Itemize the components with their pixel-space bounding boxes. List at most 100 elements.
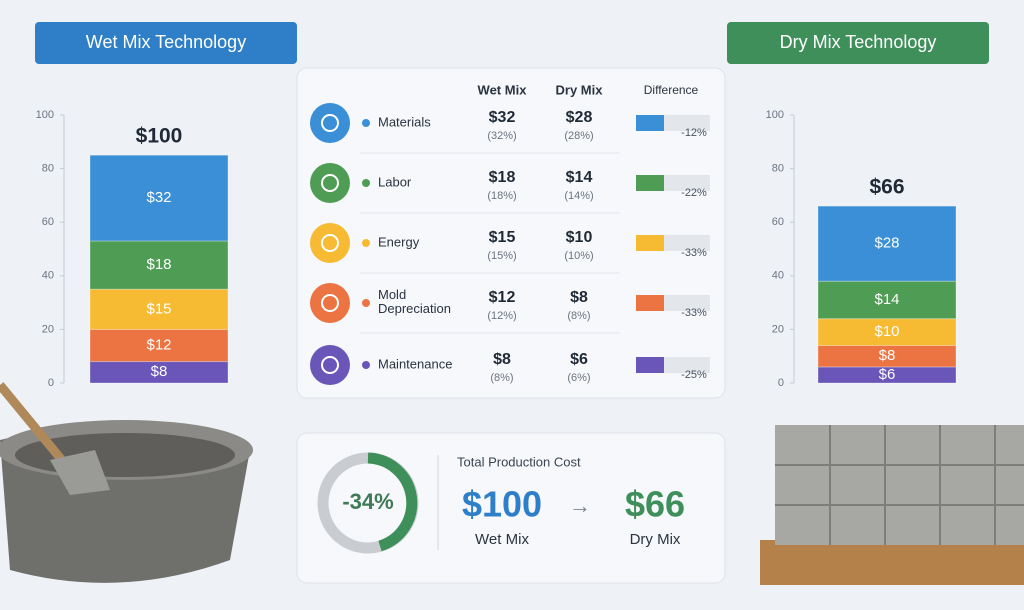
bar-segment xyxy=(817,205,957,282)
y-tick-label: 60 xyxy=(42,216,54,228)
dry-pct: (14%) xyxy=(564,190,593,202)
wet-value: $12 xyxy=(489,289,516,306)
value-label: $28 xyxy=(874,235,899,252)
wet-pct: (8%) xyxy=(490,372,513,384)
value-label: $15 xyxy=(146,300,171,317)
chart-banner xyxy=(727,22,989,64)
bar-segment xyxy=(817,318,957,346)
y-tick-label: 0 xyxy=(778,377,784,389)
wet-value: $18 xyxy=(489,169,516,186)
row-icon xyxy=(310,163,350,203)
wet-value: $32 xyxy=(489,109,516,126)
y-tick-label: 40 xyxy=(42,270,54,282)
difference-label: -33% xyxy=(681,247,707,259)
dry-label: Dry Mix xyxy=(630,531,681,548)
row-label: Maintenance xyxy=(378,356,452,371)
dry-pct: (28%) xyxy=(564,130,593,142)
dry-pct: (6%) xyxy=(567,372,590,384)
value-label: $18 xyxy=(146,256,171,273)
row-dot xyxy=(362,361,370,369)
concrete-blocks xyxy=(760,425,1024,585)
bar-segment xyxy=(89,154,229,242)
y-tick-label: 100 xyxy=(766,109,784,121)
row-label: Energy xyxy=(378,234,420,249)
difference-swatch xyxy=(636,357,664,373)
wet-pct: (18%) xyxy=(487,190,516,202)
row-dot xyxy=(362,239,370,247)
dry-value: $28 xyxy=(566,109,593,126)
dry-value: $14 xyxy=(566,169,593,186)
total-label: $66 xyxy=(869,176,904,199)
value-label: $6 xyxy=(879,366,896,383)
wet-pct: (32%) xyxy=(487,130,516,142)
difference-label: -22% xyxy=(681,187,707,199)
difference-swatch xyxy=(636,115,664,131)
row-dot xyxy=(362,119,370,127)
row-icon xyxy=(310,103,350,143)
row-dot xyxy=(362,179,370,187)
difference-swatch xyxy=(636,175,664,191)
summary-title: Total Production Cost xyxy=(457,454,581,469)
dry-value: $10 xyxy=(566,229,593,246)
bar-segment xyxy=(817,280,957,320)
wet-pct: (12%) xyxy=(487,310,516,322)
reduction-label: -34% xyxy=(342,489,393,514)
row-icon xyxy=(310,223,350,263)
arrow: → xyxy=(569,493,591,518)
dry-pct: (8%) xyxy=(567,310,590,322)
y-tick-label: 20 xyxy=(772,323,784,335)
difference-swatch xyxy=(636,295,664,311)
wet-value: $15 xyxy=(489,229,516,246)
row-label: Mold Depreciation xyxy=(378,287,451,316)
chart-banner xyxy=(35,22,297,64)
chart-title: Dry Mix Technology xyxy=(780,32,937,52)
difference-label: -25% xyxy=(681,369,707,381)
dry-total: $66 xyxy=(625,484,685,525)
table-panel xyxy=(296,67,726,399)
value-label: $10 xyxy=(874,323,899,340)
column-header: Difference xyxy=(644,83,699,97)
bar-segment xyxy=(89,240,229,290)
bar-segment xyxy=(89,328,229,363)
row-icon-inner xyxy=(321,294,339,312)
dry-value: $6 xyxy=(570,351,588,368)
row-icon xyxy=(310,345,350,385)
column-header: Wet Mix xyxy=(478,82,528,97)
wet-value: $8 xyxy=(493,351,511,368)
y-tick-label: 80 xyxy=(772,163,784,175)
row-icon xyxy=(310,283,350,323)
value-label: $8 xyxy=(151,363,168,380)
y-tick-label: 0 xyxy=(48,377,54,389)
bar-segment xyxy=(817,344,957,368)
value-label: $12 xyxy=(146,336,171,353)
row-icon-inner xyxy=(321,234,339,252)
row-icon-inner xyxy=(321,114,339,132)
donut-arc xyxy=(367,452,418,552)
row-icon-inner xyxy=(321,174,339,192)
wet-pct: (15%) xyxy=(487,250,516,262)
difference-label: -12% xyxy=(681,127,707,139)
column-header: Dry Mix xyxy=(556,82,604,97)
row-label: Labor xyxy=(378,174,412,189)
row-icon-inner xyxy=(321,356,339,374)
value-label: $32 xyxy=(146,189,171,206)
row-dot xyxy=(362,299,370,307)
difference-swatch xyxy=(636,235,664,251)
y-tick-label: 80 xyxy=(42,163,54,175)
wet-total: $100 xyxy=(462,484,542,525)
chart-title: Wet Mix Technology xyxy=(86,32,246,52)
y-tick-label: 20 xyxy=(42,323,54,335)
y-tick-label: 100 xyxy=(36,109,54,121)
dry-value: $8 xyxy=(570,289,588,306)
y-tick-label: 40 xyxy=(772,270,784,282)
dry-pct: (10%) xyxy=(564,250,593,262)
value-label: $8 xyxy=(879,347,896,364)
row-label: Materials xyxy=(378,114,431,129)
difference-label: -33% xyxy=(681,307,707,319)
wet-label: Wet Mix xyxy=(475,531,529,548)
mortar-bowl xyxy=(0,382,253,583)
value-label: $14 xyxy=(874,291,899,308)
total-label: $100 xyxy=(136,125,183,148)
